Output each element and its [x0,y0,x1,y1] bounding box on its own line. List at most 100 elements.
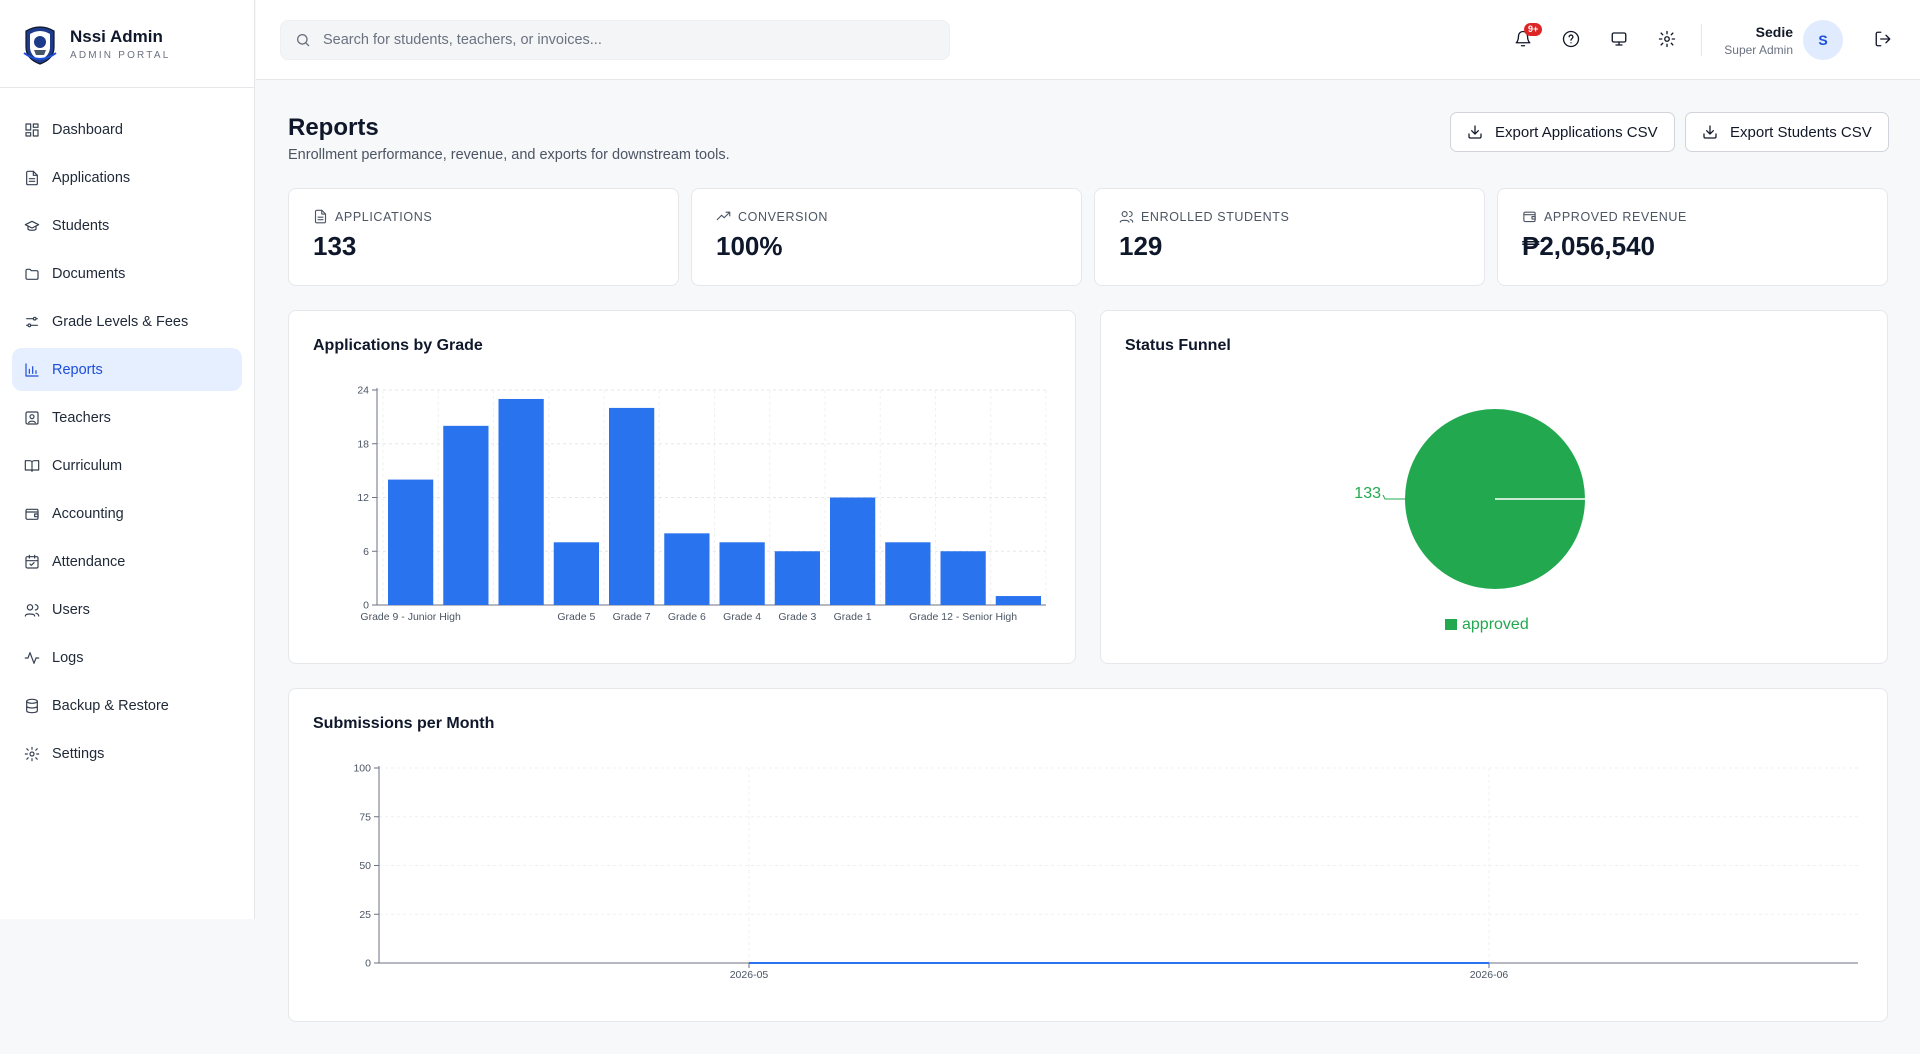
sidebar-item-attendance[interactable]: Attendance [12,540,242,583]
sidebar-item-logs[interactable]: Logs [12,636,242,679]
slice-value-label: 133 [1354,485,1381,502]
logout-button[interactable] [1874,30,1894,50]
sidebar-item-label: Grade Levels & Fees [52,313,189,330]
sidebar-item-label: Backup & Restore [52,697,169,714]
search-input[interactable] [323,32,923,48]
stat-card-applications: APPLICATIONS 133 [288,188,679,286]
stat-card-conversion: CONVERSION 100% [691,188,1082,286]
sidebar: Nssi Admin ADMIN PORTAL Dashboard Applic… [0,0,255,919]
page-title: Reports [288,114,379,141]
user-name: Sedie [1755,24,1793,40]
download-icon [1703,125,1717,139]
legend-label: approved [1462,616,1529,633]
y-tick-label: 18 [357,438,369,450]
help-button[interactable] [1562,30,1582,50]
bar [885,542,931,605]
y-tick-label: 100 [353,763,371,775]
user-role: Super Admin [1724,43,1793,57]
monitor-icon [1611,32,1627,46]
submissions-per-month-card: Submissions per Month 0 25 50 75 100 2026-05 2… [288,688,1888,1022]
sidebar-item-reports[interactable]: Reports [12,348,242,391]
y-tick-label: 25 [359,909,371,921]
page-subtitle: Enrollment performance, revenue, and exp… [288,147,730,163]
x-tick-label: Grade 12 - Senior High [909,611,1017,623]
sliders-icon [26,316,38,327]
export-applications-button[interactable]: Export Applications CSV [1450,112,1675,152]
export-applications-label: Export Applications CSV [1495,123,1658,141]
avatar[interactable]: S [1803,20,1843,60]
bell-icon [1515,30,1531,47]
bar [443,425,489,605]
download-icon [1468,125,1482,139]
y-tick-label: 75 [359,811,371,823]
graduation-cap-icon [24,220,40,231]
status-funnel-chart: 133 approved [1354,409,1585,633]
logout-icon [1875,31,1891,47]
sidebar-item-label: Applications [52,169,131,186]
y-tick-label: 6 [363,546,369,558]
bar [388,479,434,605]
x-tick-label: 2026-06 [1470,969,1509,981]
sidebar-item-students[interactable]: Students [12,204,242,247]
help-circle-icon [1562,30,1580,48]
search-icon [297,34,310,47]
stat-label-row: APPLICATIONS [313,209,432,224]
stat-label-row: APPROVED REVENUE [1522,209,1687,224]
sidebar-item-label: Logs [52,649,84,666]
sidebar-nav: Dashboard Applications Students Document… [0,88,254,800]
brand-name: Nssi Admin [70,26,163,46]
stat-label: APPROVED REVENUE [1544,209,1687,224]
stat-card-revenue: APPROVED REVENUE ₱2,056,540 [1497,188,1888,286]
x-tick-label: Grade 4 [723,611,761,623]
y-tick-label: 50 [359,860,371,872]
sidebar-item-backup-restore[interactable]: Backup & Restore [12,684,242,727]
activity-icon [24,651,40,664]
x-tick-label: Grade 5 [557,611,595,623]
sidebar-item-documents[interactable]: Documents [12,252,242,295]
header-divider [1701,24,1702,56]
chart-title: Status Funnel [1125,337,1231,354]
stat-label-row: CONVERSION [716,209,828,224]
sidebar-item-curriculum[interactable]: Curriculum [12,444,242,487]
x-tick-label: Grade 3 [778,611,816,623]
sidebar-item-applications[interactable]: Applications [12,156,242,199]
bar [553,542,599,605]
search-bar[interactable] [280,20,950,60]
sidebar-item-label: Teachers [52,409,111,426]
export-students-button[interactable]: Export Students CSV [1685,112,1889,152]
display-button[interactable] [1610,30,1630,50]
trending-up-icon [716,211,731,221]
chart-title: Applications by Grade [313,337,483,354]
file-icon [26,170,38,185]
users-icon [24,603,40,617]
sidebar-item-grade-levels-fees[interactable]: Grade Levels & Fees [12,300,242,343]
stat-label: APPLICATIONS [335,209,433,224]
export-students-label: Export Students CSV [1730,123,1872,141]
sidebar-item-users[interactable]: Users [12,588,242,631]
dashboard-icon [25,122,39,137]
stat-label-row: ENROLLED STUDENTS [1119,209,1289,224]
database-icon [26,698,38,713]
sidebar-item-settings[interactable]: Settings [12,732,242,775]
school-crest-logo [23,25,57,65]
sidebar-item-label: Accounting [52,505,124,522]
gear-icon [24,746,40,761]
sidebar-item-label: Settings [52,745,105,762]
notification-badge: 9+ [1524,23,1543,36]
y-tick-label: 12 [357,492,369,504]
sidebar-item-accounting[interactable]: Accounting [12,492,242,535]
status-funnel-card: Status Funnel 133 approved [1100,310,1888,664]
top-header: 9+ Sedie Super Admin S [256,0,1920,80]
bar [719,542,765,605]
sidebar-item-label: Students [52,217,110,234]
bar [774,551,820,605]
notifications-button[interactable]: 9+ [1514,23,1543,50]
stat-value: 129 [1119,231,1163,261]
settings-button[interactable] [1658,30,1678,50]
sidebar-item-teachers[interactable]: Teachers [12,396,242,439]
contact-icon [25,410,39,425]
x-tick-label: Grade 1 [834,611,872,623]
bar [498,398,544,605]
sidebar-item-dashboard[interactable]: Dashboard [12,108,242,151]
calendar-check-icon [25,554,39,569]
